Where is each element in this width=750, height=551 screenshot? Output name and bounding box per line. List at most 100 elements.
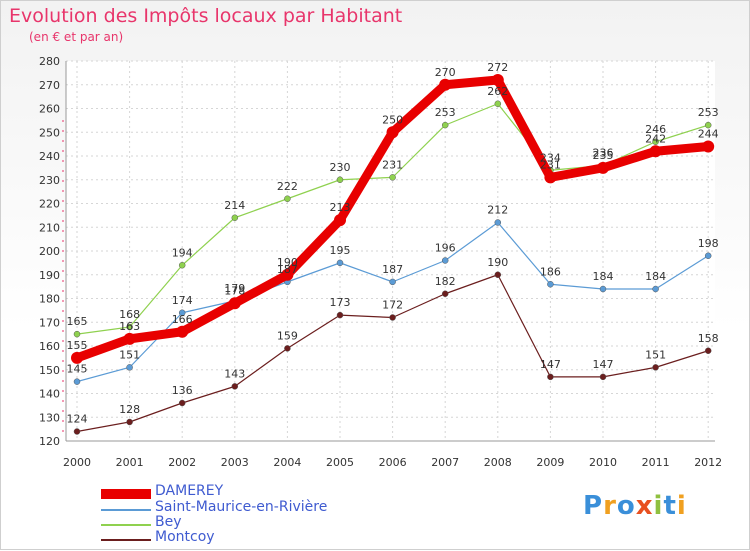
data-label: 230 — [330, 161, 351, 174]
data-point — [126, 418, 133, 426]
x-tick-label: 2004 — [273, 456, 301, 469]
data-point — [491, 74, 504, 86]
x-tick-label: 2012 — [694, 456, 722, 469]
data-label: 214 — [224, 199, 245, 212]
data-label: 187 — [277, 263, 298, 276]
data-point — [704, 347, 712, 354]
data-label: 182 — [435, 275, 456, 288]
x-tick-label: 2006 — [379, 456, 407, 469]
x-tick-label: 2005 — [326, 456, 354, 469]
logo-letter: P — [583, 491, 604, 521]
data-label: 246 — [645, 123, 666, 136]
y-tick-label: 180 — [39, 293, 60, 306]
data-label: 234 — [540, 151, 561, 164]
data-point — [336, 259, 344, 267]
logo-letter: i — [653, 491, 664, 521]
legend-swatch-damerey — [101, 489, 151, 499]
data-label: 187 — [382, 263, 403, 276]
data-label: 179 — [224, 282, 245, 295]
y-tick-label: 190 — [39, 269, 60, 282]
logo-letter: x — [635, 491, 654, 521]
data-point — [336, 311, 344, 319]
x-tick-label: 2008 — [484, 456, 512, 469]
y-tick-label: 270 — [39, 79, 60, 92]
data-point — [126, 323, 133, 331]
data-point — [599, 285, 607, 293]
data-point — [389, 314, 396, 321]
data-point — [599, 373, 607, 381]
data-label: 145 — [67, 363, 88, 376]
data-point — [334, 214, 346, 227]
data-point — [178, 309, 186, 316]
y-tick-label: 170 — [39, 316, 60, 329]
x-tick-label: 2009 — [536, 456, 564, 469]
data-label: 184 — [645, 270, 666, 283]
x-tick-label: 2011 — [642, 456, 670, 469]
legend-swatch-saint-maurice — [101, 509, 151, 511]
data-label: 151 — [119, 348, 140, 361]
data-point — [547, 281, 554, 288]
y-tick-label: 140 — [39, 388, 60, 401]
logo-letter: o — [616, 491, 636, 521]
data-label: 173 — [330, 296, 351, 309]
data-label: 186 — [540, 265, 561, 278]
data-label: 272 — [487, 61, 508, 74]
data-label: 196 — [435, 242, 456, 255]
data-point — [123, 332, 136, 345]
legend-label-saint-maurice: Saint-Maurice-en-Rivière — [155, 499, 328, 515]
data-label: 128 — [119, 403, 140, 416]
data-point — [176, 325, 189, 338]
data-point — [652, 138, 659, 145]
data-label: 151 — [645, 348, 666, 361]
data-point — [704, 252, 712, 259]
data-point — [126, 364, 133, 371]
x-tick-label: 2002 — [168, 456, 196, 469]
data-label: 222 — [277, 180, 298, 193]
y-tick-label: 260 — [39, 103, 60, 116]
data-label: 195 — [330, 244, 351, 257]
data-label: 212 — [487, 204, 508, 217]
data-point — [652, 285, 659, 293]
data-label: 174 — [172, 294, 193, 307]
data-point — [597, 161, 609, 174]
data-label: 242 — [645, 132, 666, 145]
x-tick-label: 2010 — [589, 456, 617, 469]
data-label: 159 — [277, 329, 298, 342]
data-label: 190 — [487, 256, 508, 269]
data-label: 163 — [119, 320, 140, 333]
y-tick-label: 220 — [39, 198, 60, 211]
data-point — [281, 268, 294, 281]
y-tick-label: 130 — [39, 411, 60, 424]
data-point — [547, 373, 554, 381]
data-point — [494, 271, 502, 278]
data-label: 235 — [593, 149, 614, 162]
proxiti-logo: Proxiti — [583, 491, 687, 521]
data-label: 147 — [593, 358, 614, 371]
data-point — [228, 297, 241, 310]
data-label: 231 — [540, 158, 561, 171]
y-tick-label: 160 — [39, 340, 60, 353]
data-point — [284, 345, 291, 352]
data-point — [389, 278, 396, 286]
data-label: 136 — [172, 384, 193, 397]
y-tick-label: 250 — [39, 126, 60, 139]
data-label: 262 — [487, 85, 508, 98]
legend-label-damerey: DAMEREY — [155, 483, 224, 499]
data-label: 184 — [593, 270, 614, 283]
data-label: 155 — [67, 339, 88, 352]
y-tick-label: 280 — [39, 55, 60, 68]
data-point — [389, 174, 396, 181]
logo-letter: t — [663, 491, 677, 521]
x-tick-label: 2001 — [116, 456, 144, 469]
legend-swatch-bey — [101, 524, 151, 526]
data-point — [494, 100, 502, 107]
data-label: 236 — [593, 147, 614, 160]
data-point — [441, 121, 449, 129]
data-label: 244 — [698, 128, 719, 141]
data-point — [494, 219, 502, 226]
data-point — [71, 351, 83, 364]
data-label: 168 — [119, 308, 140, 321]
data-label: 231 — [382, 158, 403, 171]
data-point — [649, 145, 662, 158]
